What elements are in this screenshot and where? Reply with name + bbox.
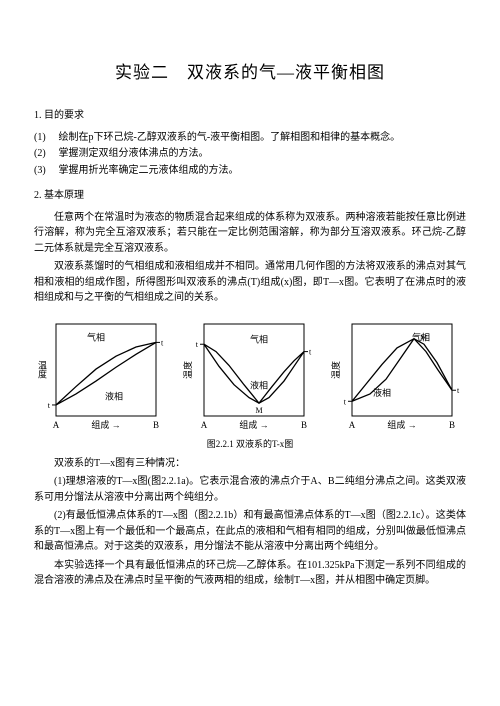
svg-text:温度: 温度 xyxy=(182,361,193,379)
svg-text:A: A xyxy=(53,420,60,430)
body-paragraph: 双液系蒸馏时的气相组成和液相组成并不相同。通常用几何作图的方法将双液系的沸点对其… xyxy=(34,259,466,306)
requirement-text: 绘制在p下环己烷-乙醇双液系的气-液平衡相图。了解相图和相律的基本概念。 xyxy=(59,132,401,143)
svg-text:t: t xyxy=(161,338,164,347)
phase-diagram-a: t t A B 组成 → 气相液相 温度 xyxy=(34,316,170,436)
svg-text:t: t xyxy=(457,386,460,395)
svg-text:温度: 温度 xyxy=(330,361,341,379)
requirement-number: (2) xyxy=(34,146,56,162)
figure-caption: 图2.2.1 双液系的T-x图 xyxy=(34,438,466,452)
phase-diagram-b: t t A B 组成 → 温度 气相液相 M xyxy=(182,316,318,436)
svg-text:A: A xyxy=(349,420,356,430)
svg-text:B: B xyxy=(449,420,455,430)
svg-text:组成 →: 组成 → xyxy=(239,419,268,430)
svg-text:t: t xyxy=(48,401,51,410)
svg-text:温度: 温度 xyxy=(37,361,47,380)
figure-row: t t A B 组成 → 气相液相 温度 t t A B 组成 → 温度 气相液相 M t t A B 组成 → 温… xyxy=(34,316,466,436)
svg-text:A: A xyxy=(201,420,208,430)
figure-a: t t A B 组成 → 气相液相 温度 xyxy=(34,316,170,436)
svg-text:M: M xyxy=(255,406,262,415)
body-paragraph: 双液系的T—x图有三种情况： xyxy=(34,456,466,472)
body-paragraph: 本实验选择一个具有最低恒沸点的环己烷—乙醇体系。在101.325kPa下测定一系… xyxy=(34,558,466,589)
svg-text:组成 →: 组成 → xyxy=(91,419,120,430)
section-heading-1: 1. 目的要求 xyxy=(34,108,466,124)
figure-c: ttAB组成 →温度气相液相M xyxy=(330,316,466,436)
svg-text:t: t xyxy=(344,397,347,406)
requirement-item: (3) 掌握用折光率确定二元液体组成的方法。 xyxy=(34,163,466,179)
svg-text:t: t xyxy=(309,347,312,356)
body-paragraph: 任意两个在常温时为液态的物质混合起来组成的体系称为双液系。两种溶液若能按任意比例… xyxy=(34,210,466,257)
svg-text:B: B xyxy=(153,420,159,430)
svg-text:组成 →: 组成 → xyxy=(387,419,416,430)
requirements-list: (1) 绘制在p下环己烷-乙醇双液系的气-液平衡相图。了解相图和相律的基本概念。… xyxy=(34,130,466,179)
figure-b: t t A B 组成 → 温度 气相液相 M xyxy=(182,316,318,436)
document-page: 实验二 双液系的气—液平衡相图 1. 目的要求 (1) 绘制在p下环己烷-乙醇双… xyxy=(0,0,500,706)
requirement-item: (1) 绘制在p下环己烷-乙醇双液系的气-液平衡相图。了解相图和相律的基本概念。 xyxy=(34,130,466,146)
body-paragraph: (2)有最低恒沸点体系的T—x图（图2.2.1b）和有最高恒沸点体系的T—x图（… xyxy=(34,508,466,555)
body-paragraph: (1)理想溶液的T—x图(图2.2.1a)。它表示混合液的沸点介于A、B二纯组分… xyxy=(34,474,466,505)
phase-diagram-c: ttAB组成 →温度气相液相M xyxy=(330,316,466,436)
svg-text:液相: 液相 xyxy=(373,387,391,398)
svg-text:M: M xyxy=(420,334,427,343)
svg-text:液相: 液相 xyxy=(250,379,268,390)
requirement-number: (1) xyxy=(34,130,56,146)
svg-text:气相: 气相 xyxy=(250,333,268,344)
requirement-text: 掌握测定双组分液体沸点的方法。 xyxy=(59,148,209,159)
page-title: 实验二 双液系的气—液平衡相图 xyxy=(34,60,466,86)
svg-text:t: t xyxy=(196,340,199,349)
svg-text:B: B xyxy=(301,420,307,430)
requirement-text: 掌握用折光率确定二元液体组成的方法。 xyxy=(59,165,239,176)
requirement-item: (2) 掌握测定双组分液体沸点的方法。 xyxy=(34,146,466,162)
section-heading-2: 2. 基本原理 xyxy=(34,188,466,204)
requirement-number: (3) xyxy=(34,163,56,179)
svg-text:气相: 气相 xyxy=(87,331,105,342)
svg-text:液相: 液相 xyxy=(105,390,123,401)
